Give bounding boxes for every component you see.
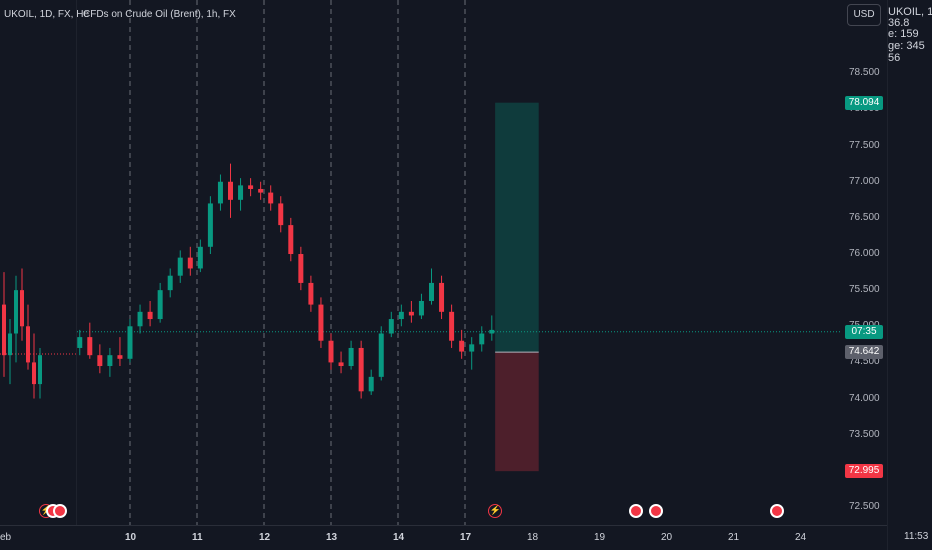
candle-body [439,282,445,312]
price-tick-label: 77.000 [849,175,880,187]
price-tick-label: 75.500 [849,284,880,296]
economic-event-flag-icon[interactable] [52,504,67,518]
time-tick-label: 14 [393,532,405,543]
time-tick-label: 10 [125,532,137,543]
time-tick-label: 17 [460,532,472,543]
candle-body [318,304,324,341]
price-tick-label: 74.000 [849,392,880,404]
candle-body [278,203,284,226]
right-legend-line: ge: 345 [888,40,925,52]
economic-event-flag-icon[interactable] [628,504,643,518]
right-mini-panel[interactable]: UKOIL, 1 36.8 e: 159 ge: 345 56 11:53 [887,0,932,550]
time-tick-label: 11 [192,532,203,543]
main-legend: CFDs on Crude Oil (Brent), 1h, FX [83,9,236,20]
left-candle-body [14,290,18,334]
right-legend-line: e: 159 [888,28,919,40]
candle-body [228,181,233,200]
right-legend-line: 56 [888,52,901,64]
price-tick-label: 76.000 [849,248,880,259]
candle-body [268,192,274,204]
candle-body [358,347,364,392]
candle-body [378,333,384,377]
price-tick-label: 73.500 [849,428,880,440]
candle-body [368,376,374,392]
left-chart-canvas[interactable] [0,0,76,525]
left-candle-body [32,362,36,385]
target-price-badge: 78.094 [845,95,883,110]
time-tick-label: 13 [326,532,338,543]
price-scale[interactable]: 72.50073.00073.50074.00074.50075.00075.5… [841,0,887,525]
right-time-label: 11:53 [904,531,929,542]
candle-body [127,326,133,359]
countdown-badge: 07:35 [845,324,883,339]
right-legend-line: 36.8 [888,17,910,29]
left-candle-body [2,304,6,356]
candle-body [177,257,183,276]
entry-price-badge: 74.642 [845,345,883,360]
candle-body [137,311,143,327]
position-target-zone[interactable] [495,102,539,353]
position-stop-zone[interactable] [495,352,539,472]
candle-body [248,185,254,189]
left-mini-chart[interactable]: UKOIL, 1D, FX, He [0,0,89,525]
earnings-bolt-icon[interactable]: ⚡ [488,504,503,518]
candle-body [388,319,394,334]
left-candle-body [8,333,12,356]
main-chart[interactable]: CFDs on Crude Oil (Brent), 1h, FX [77,0,841,525]
candle-body [408,311,414,316]
candle-body [308,282,314,305]
candle-body [479,333,485,345]
main-chart-canvas[interactable] [77,0,841,525]
price-tick-label: 76.500 [849,211,880,223]
candle-body [449,311,455,341]
left-candle-body [38,355,42,385]
candle-body [298,254,304,283]
candle-body [77,337,83,348]
candle-body [197,246,203,269]
candle-body [489,329,495,334]
candle-body [258,188,264,193]
stop-price-badge: 72.995 [845,464,883,479]
candle-body [429,282,434,301]
left-candle-body [26,326,30,363]
candle-body [147,311,153,320]
left-legend: UKOIL, 1D, FX, He [4,9,90,20]
candle-body [459,340,465,352]
candle-body [418,300,424,316]
time-tick-label: 21 [728,532,740,543]
left-time-label: eb [0,532,12,543]
time-axis[interactable]: eb 10 11 12 13 14 17 18 19 20 21 24 [0,525,887,550]
candle-body [398,311,404,320]
left-candle-body [20,290,24,327]
candle-body [107,355,113,367]
candle-body [87,337,93,356]
time-tick-label: 20 [661,532,673,543]
candle-body [238,185,244,200]
candle-body [328,340,334,363]
economic-event-flag-icon[interactable] [648,504,663,518]
candle-body [157,290,163,320]
candle-body [117,355,123,359]
right-legend-title: UKOIL, 1 [888,6,932,18]
time-tick-label: 12 [259,532,271,543]
price-tick-label: 78.500 [849,67,880,79]
price-tick-label: 72.500 [849,500,880,512]
currency-button[interactable]: USD [847,4,881,26]
price-tick-label: 77.500 [849,139,880,151]
candle-body [338,362,344,367]
candle-body [469,344,475,352]
candle-body [288,225,294,255]
candle-body [167,275,173,291]
time-tick-label: 19 [594,532,606,543]
candle-body [207,203,213,247]
candle-body [348,347,354,367]
price-tick-label: 74.500 [849,356,880,368]
candle-body [97,355,103,367]
economic-event-flag-icon[interactable] [769,504,784,518]
time-tick-label: 18 [527,532,539,543]
candle-body [217,181,223,204]
candle-body [187,257,193,269]
pane-divider[interactable] [76,0,77,550]
time-tick-label: 24 [795,532,807,543]
